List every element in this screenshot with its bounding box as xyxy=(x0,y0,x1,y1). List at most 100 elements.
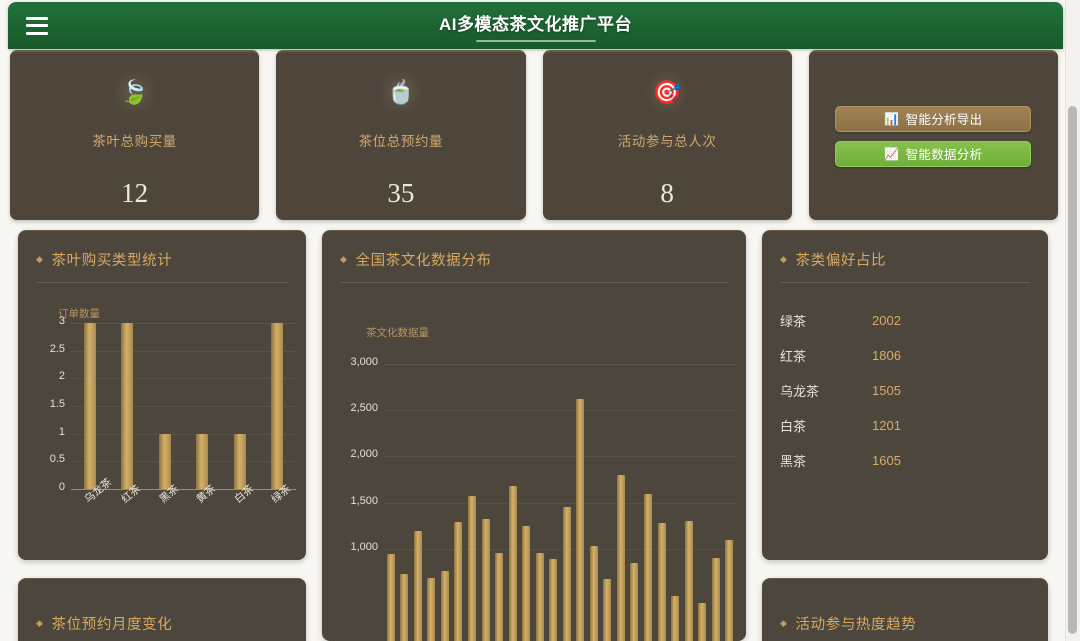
y-axis-tick: 0.5 xyxy=(49,453,65,466)
header-title-wrap: AI多模态茶文化推广平台 xyxy=(8,2,1063,49)
actions-card: 📊 智能分析导出 📈 智能数据分析 xyxy=(808,50,1058,220)
gridline xyxy=(384,456,736,458)
gridline xyxy=(71,461,296,463)
bar xyxy=(616,474,625,641)
y-axis-label: 订单数量 xyxy=(58,308,100,320)
bar xyxy=(427,577,436,641)
preference-name: 乌龙茶 xyxy=(780,384,820,399)
panel-title-text: 茶叶购买类型统计 xyxy=(51,253,173,269)
smart-analysis-button[interactable]: 📈 智能数据分析 xyxy=(835,140,1032,167)
stats-row: 🍃 茶叶总购买量 12 🍵 茶位总预约量 35 🎯 活动参与总人次 8 📊 智能… xyxy=(10,50,1058,220)
list-item: 黑茶 1605 xyxy=(762,443,1048,478)
gridline xyxy=(71,433,296,435)
panel-tea-preference: ◆ 茶类偏好占比 绿茶 2002 红茶 1806 乌龙茶 1505 白茶 120… xyxy=(762,230,1048,560)
bar xyxy=(522,525,531,641)
panel-head: ◆ 全国茶文化数据分布 xyxy=(322,231,746,283)
panel-head: ◆ 茶位预约月度变化 xyxy=(18,579,306,634)
teacup-icon: 🍵 xyxy=(378,70,423,114)
export-analysis-button[interactable]: 📊 智能分析导出 xyxy=(835,105,1032,132)
page-title: AI多模态茶文化推广平台 xyxy=(439,14,632,34)
bar xyxy=(495,552,504,641)
scrollbar-thumb[interactable] xyxy=(1068,106,1077,634)
diamond-bullet-icon: ◆ xyxy=(36,254,44,264)
bar xyxy=(657,523,666,641)
panel-title-text: 茶位预约月度变化 xyxy=(51,617,173,633)
bar xyxy=(684,521,693,641)
preference-list: 绿茶 2002 红茶 1806 乌龙茶 1505 白茶 1201 黑茶 1605 xyxy=(762,303,1048,478)
bar xyxy=(711,558,720,641)
panel-divider xyxy=(340,282,728,283)
panel-title-text: 茶类偏好占比 xyxy=(795,253,887,269)
diamond-bullet-icon: ◆ xyxy=(780,254,788,264)
panel-tea-type-stats: ◆ 茶叶购买类型统计 订单数量 3 2.5 2 1.5 1 0.5 0 乌龙茶 红茶 黑茶 黄茶 白茶绿… xyxy=(18,230,306,560)
tea-type-bar-chart: 订单数量 3 2.5 2 1.5 1 0.5 0 乌龙茶 红茶 黑茶 黄茶 白茶 绿茶 xyxy=(18,308,306,559)
gridline xyxy=(384,363,736,365)
bar xyxy=(603,578,612,641)
bar xyxy=(83,323,96,489)
y-axis-tick: 1 xyxy=(58,425,65,438)
stat-label: 活动参与总人次 xyxy=(617,134,717,149)
x-axis-line xyxy=(71,489,296,490)
preference-name: 绿茶 xyxy=(780,314,807,329)
y-axis-tick: 2 xyxy=(58,370,65,383)
gridline xyxy=(384,409,736,411)
y-axis-tick: 1,500 xyxy=(350,494,378,507)
gridline xyxy=(384,549,736,551)
bar xyxy=(468,496,476,641)
gridline xyxy=(71,378,296,380)
preference-value: 1505 xyxy=(872,383,901,398)
panel-title-text: 活动参与热度趋势 xyxy=(795,617,917,633)
bar xyxy=(576,398,585,641)
stat-card-activity-participants: 🎯 活动参与总人次 8 xyxy=(542,50,792,220)
preference-value: 1806 xyxy=(872,348,901,363)
bar xyxy=(400,574,409,641)
preference-value: 1201 xyxy=(872,418,901,433)
list-item: 乌龙茶 1505 xyxy=(762,373,1048,408)
stat-card-tea-purchase: 🍃 茶叶总购买量 12 xyxy=(10,50,260,220)
panel-title: ◆ 活动参与热度趋势 xyxy=(780,613,1030,634)
bar xyxy=(630,563,639,641)
stat-card-seat-booking: 🍵 茶位总预约量 35 xyxy=(276,50,526,220)
diamond-bullet-icon: ◆ xyxy=(340,254,348,264)
diamond-bullet-icon: ◆ xyxy=(780,618,788,628)
preference-name: 黑茶 xyxy=(780,454,807,469)
bar xyxy=(725,539,734,641)
bar xyxy=(549,559,558,641)
hamburger-menu-icon[interactable] xyxy=(26,16,50,35)
y-axis-tick: 3 xyxy=(58,315,65,327)
bar xyxy=(508,486,517,641)
bar xyxy=(386,553,395,641)
gridline xyxy=(71,323,296,324)
panel-national-distribution: ◆ 全国茶文化数据分布 茶文化数据量 3,000 2,500 2,000 1,500 1,… xyxy=(322,230,746,641)
diamond-bullet-icon: ◆ xyxy=(36,618,44,628)
panel-title: ◆ 茶类偏好占比 xyxy=(780,249,1030,270)
bar xyxy=(440,571,449,641)
y-axis-tick: 2,500 xyxy=(350,401,378,414)
bar xyxy=(196,433,209,489)
bar xyxy=(671,595,680,641)
panel-head: ◆ 茶叶购买类型统计 xyxy=(18,231,306,283)
panel-title: ◆ 全国茶文化数据分布 xyxy=(340,249,728,270)
bar xyxy=(413,530,422,641)
line-chart-icon: 📈 xyxy=(884,146,900,161)
list-item: 白茶 1201 xyxy=(762,408,1048,443)
gridline xyxy=(384,502,736,504)
title-underline xyxy=(475,39,596,42)
bar xyxy=(562,507,571,641)
bar xyxy=(481,518,490,641)
list-item: 绿茶 2002 xyxy=(762,303,1048,338)
panel-monthly-booking: ◆ 茶位预约月度变化 xyxy=(18,578,306,641)
panel-title-text: 全国茶文化数据分布 xyxy=(355,253,492,269)
panel-activity-heat-trend: ◆ 活动参与热度趋势 xyxy=(762,578,1048,641)
gridline xyxy=(71,406,296,407)
national-distribution-bar-chart: 茶文化数据量 3,000 2,500 2,000 1,500 1,000 xyxy=(322,327,746,641)
y-axis-tick: 2,000 xyxy=(350,448,378,461)
y-axis-tick: 1.5 xyxy=(49,398,65,410)
target-icon: 🎯 xyxy=(645,70,690,114)
bar xyxy=(454,522,463,641)
page-scrollbar[interactable] xyxy=(1065,0,1080,641)
bar xyxy=(233,433,246,489)
stat-value: 12 xyxy=(121,178,149,208)
bar xyxy=(535,552,544,641)
